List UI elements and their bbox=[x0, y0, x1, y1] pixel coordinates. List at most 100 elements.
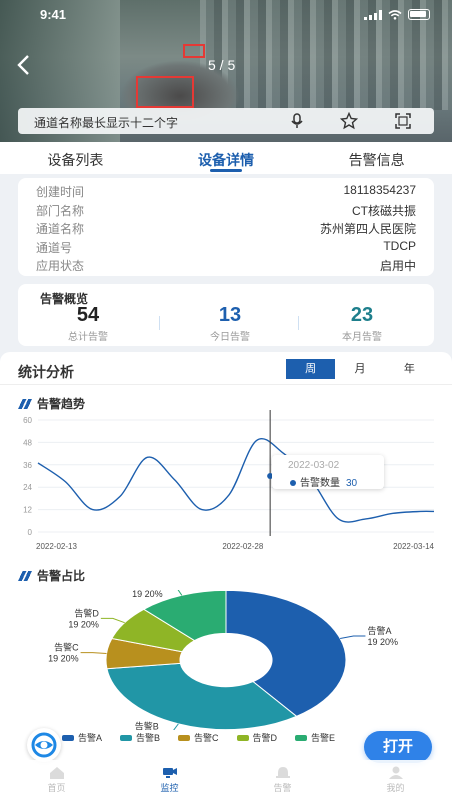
detection-box bbox=[136, 76, 194, 108]
leader-line bbox=[177, 590, 183, 596]
status-bar: 9:41 bbox=[0, 6, 452, 24]
device-info-card: 创建时间 18118354237 部门名称 CT核磁共振 通道名称 苏州第四人民医院 … bbox=[18, 178, 434, 276]
overview-total: 54 总计告警 bbox=[28, 304, 148, 343]
legend-swatch bbox=[295, 734, 308, 741]
image-pager: 5 / 5 bbox=[208, 57, 236, 73]
nav-alarm[interactable]: 告警 bbox=[226, 760, 339, 803]
info-value: TDCP bbox=[383, 239, 416, 253]
open-button[interactable]: 打开 bbox=[364, 731, 432, 763]
channel-name: 通道名称最长显示十二个字 bbox=[34, 116, 179, 130]
chart-tooltip: 2022-03-02 告警数量 30 bbox=[272, 455, 384, 489]
info-key: 部门名称 bbox=[36, 204, 85, 218]
divider bbox=[159, 316, 160, 330]
period-week[interactable]: 周 bbox=[286, 359, 336, 379]
overview-number: 54 bbox=[76, 304, 100, 326]
tab-device-list[interactable]: 设备列表 bbox=[47, 152, 104, 168]
period-year[interactable]: 年 bbox=[403, 363, 415, 375]
info-row: 通道名称 苏州第四人民医院 bbox=[36, 220, 416, 238]
legend-item[interactable]: 告警A bbox=[62, 731, 102, 744]
slice-value: 19 20% bbox=[132, 590, 163, 599]
legend-label: 告警C bbox=[194, 733, 219, 743]
divider bbox=[298, 316, 299, 330]
back-icon[interactable] bbox=[16, 54, 40, 78]
series-dot bbox=[290, 480, 296, 486]
slice-label: 告警B bbox=[135, 720, 159, 730]
microphone-icon[interactable] bbox=[288, 112, 306, 130]
slice-label: 告警C bbox=[54, 642, 79, 653]
x-tick-label: 2022-02-28 bbox=[222, 542, 263, 551]
nav-profile[interactable]: 我的 bbox=[339, 760, 452, 803]
pie-slice bbox=[225, 590, 347, 717]
nav-label: 监控 bbox=[160, 783, 179, 793]
nav-monitor[interactable]: 监控 bbox=[113, 760, 226, 803]
divider bbox=[0, 384, 452, 385]
nav-label: 告警 bbox=[273, 783, 292, 793]
info-key: 应用状态 bbox=[36, 259, 85, 273]
ratio-section-title: 告警占比 bbox=[18, 567, 85, 584]
legend-item[interactable]: 告警B bbox=[120, 731, 160, 744]
nav-label: 我的 bbox=[386, 783, 405, 793]
tab-device-detail[interactable]: 设备详情 bbox=[151, 142, 302, 174]
tab-alarm-info[interactable]: 告警信息 bbox=[348, 152, 405, 168]
info-key: 通道号 bbox=[36, 241, 73, 255]
overview-today: 13 今日告警 bbox=[170, 304, 290, 343]
overview-month: 23 本月告警 bbox=[302, 304, 422, 343]
legend-item[interactable]: 告警E bbox=[295, 731, 335, 744]
camera-icon bbox=[162, 768, 177, 778]
section-mark-icon bbox=[18, 398, 32, 409]
legend-swatch bbox=[236, 734, 249, 741]
pie-slice bbox=[106, 662, 298, 730]
legend-swatch bbox=[178, 734, 191, 741]
fullscreen-icon[interactable] bbox=[394, 112, 412, 130]
legend-swatch bbox=[120, 734, 133, 741]
tooltip-series: 告警数量 30 bbox=[290, 474, 357, 489]
legend-label: 告警E bbox=[311, 733, 336, 743]
app-logo-button[interactable] bbox=[27, 728, 61, 762]
period-switch: 周 月 年 bbox=[286, 359, 434, 379]
slice-label: 告警A bbox=[367, 625, 391, 636]
leader-line bbox=[100, 617, 125, 624]
nav-home[interactable]: 首页 bbox=[0, 760, 113, 803]
detection-box bbox=[183, 44, 205, 58]
statistics-title: 统计分析 bbox=[18, 364, 74, 380]
info-key: 通道名称 bbox=[36, 222, 85, 236]
chart-legend: 告警A 告警B 告警C 告警D 告警E bbox=[62, 731, 335, 744]
info-value: 苏州第四人民医院 bbox=[319, 222, 416, 236]
channel-bar: 通道名称最长显示十二个字 bbox=[18, 108, 434, 134]
legend-item[interactable]: 告警C bbox=[178, 731, 219, 744]
data-point bbox=[267, 473, 274, 479]
slice-label: 告警D bbox=[74, 607, 99, 618]
pie-slice bbox=[142, 590, 227, 642]
overview-number: 13 bbox=[218, 304, 242, 326]
x-tick-label: 2022-02-13 bbox=[36, 542, 77, 551]
y-tick-label: 24 bbox=[23, 483, 32, 492]
info-value: 18118354237 bbox=[343, 183, 416, 197]
star-icon[interactable] bbox=[340, 112, 358, 130]
slice-value: 19 20% bbox=[367, 637, 398, 647]
info-row: 通道号 TDCP bbox=[36, 239, 416, 257]
overview-number: 23 bbox=[350, 304, 374, 326]
overview-label: 今日告警 bbox=[210, 332, 250, 343]
overview-label: 总计告警 bbox=[68, 332, 108, 343]
y-tick-label: 36 bbox=[23, 461, 32, 470]
info-value: 启用中 bbox=[379, 259, 416, 273]
tooltip-series-name: 告警数量 bbox=[300, 478, 340, 489]
battery-icon bbox=[408, 9, 430, 20]
legend-label: 告警B bbox=[136, 733, 161, 743]
ratio-title: 告警占比 bbox=[37, 569, 86, 583]
tooltip-date: 2022-03-02 bbox=[288, 460, 340, 471]
overview-title: 告警概览 bbox=[40, 292, 89, 306]
tooltip-value: 30 bbox=[346, 478, 358, 489]
video-player[interactable]: 9:41 5 / 5 通道名称最长显示十二个字 bbox=[0, 0, 452, 142]
legend-label: 告警A bbox=[78, 733, 103, 743]
home-icon bbox=[49, 767, 64, 779]
trend-chart[interactable]: 0 12 24 36 48 60 2022-02-13 2022-02-28 2022-03-1… bbox=[0, 410, 452, 555]
slice-value: 19 20% bbox=[48, 654, 79, 664]
y-tick-label: 48 bbox=[23, 438, 32, 447]
info-value: CT核磁共振 bbox=[352, 204, 416, 218]
period-month[interactable]: 月 bbox=[354, 363, 366, 375]
leader-line bbox=[173, 723, 179, 730]
overview-label: 本月告警 bbox=[342, 332, 382, 343]
legend-item[interactable]: 告警D bbox=[236, 731, 277, 744]
